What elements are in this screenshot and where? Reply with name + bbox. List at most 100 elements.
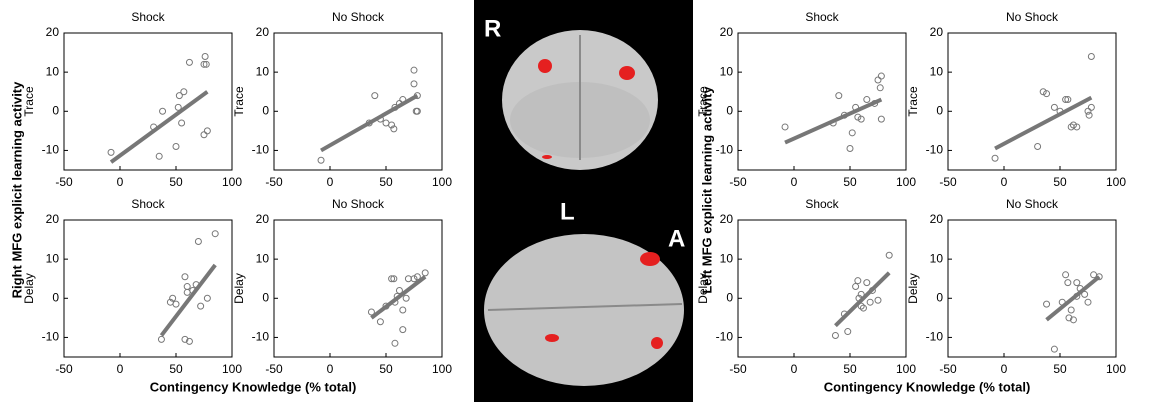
x-tick-label: 50 [1053,175,1067,189]
y-tick-label: -10 [926,143,944,157]
x-tick-label: 0 [117,362,124,376]
y-tick-label: 10 [256,251,270,265]
activation-blob [545,334,559,342]
point [396,287,402,293]
y-tick-label: 0 [262,290,269,304]
brain-image: R L A [474,0,693,402]
y-axis-label: Delay [906,273,920,304]
y-tick-label: 20 [720,25,734,39]
point [782,124,788,130]
panel-title: No Shock [332,197,385,211]
point [877,85,883,91]
x-tick-label: 50 [1053,362,1067,376]
point [392,340,398,346]
y-tick-label: 20 [256,212,270,226]
plot-frame [274,33,442,170]
point [845,329,851,335]
point [403,295,409,301]
x-tick-label: 100 [222,362,242,376]
point [175,104,181,110]
point [368,309,374,315]
y-tick-label: 20 [930,25,944,39]
y-tick-label: 0 [262,103,269,117]
plot-frame [64,220,232,357]
y-tick-label: -10 [42,143,60,157]
point [173,144,179,150]
point [878,73,884,79]
x-tick-label: 0 [327,362,334,376]
y-tick-label: -10 [716,330,734,344]
x-tick-label: 50 [379,175,393,189]
brain-label: A [668,225,685,252]
y-tick-label: 20 [720,212,734,226]
y-tick-label: 0 [52,103,59,117]
point [400,307,406,313]
group-x-label: Contingency Knowledge (% total) [150,379,357,394]
y-tick-label: 0 [936,290,943,304]
x-tick-label: 0 [327,175,334,189]
x-tick-label: 100 [1106,175,1126,189]
point [836,93,842,99]
plot-frame [274,220,442,357]
point [181,89,187,95]
x-tick-label: 50 [843,362,857,376]
fit-line [785,100,881,143]
point [411,81,417,87]
point [156,153,162,159]
y-tick-label: -10 [716,143,734,157]
point [201,132,207,138]
point [204,295,210,301]
point [383,120,389,126]
fit-line [1047,277,1100,320]
point [160,108,166,114]
y-tick-label: 10 [720,251,734,265]
x-tick-label: -50 [265,362,283,376]
point [1085,299,1091,305]
y-axis-label: Delay [696,273,710,304]
y-tick-label: -10 [252,330,270,344]
brain-label: R [484,15,501,42]
point [847,145,853,151]
y-tick-label: 10 [46,251,60,265]
group-x-label: Contingency Knowledge (% total) [824,379,1031,394]
point [184,284,190,290]
plot-frame [738,220,906,357]
point [875,77,881,83]
point [1074,280,1080,286]
x-tick-label: 50 [379,362,393,376]
point [184,289,190,295]
fit-line [371,277,425,318]
point [1063,272,1069,278]
point [1088,53,1094,59]
y-axis-label: Trace [22,86,36,117]
point [400,327,406,333]
point [318,157,324,163]
x-tick-label: -50 [939,175,957,189]
x-tick-label: -50 [729,175,747,189]
point [878,116,884,122]
point [1044,301,1050,307]
point [855,278,861,284]
point [1086,112,1092,118]
panel-title: No Shock [1006,197,1059,211]
x-tick-label: 100 [1106,362,1126,376]
y-axis-label: Trace [906,86,920,117]
x-tick-label: 0 [117,175,124,189]
point [108,149,114,155]
y-tick-label: 20 [46,25,60,39]
activation-blob [640,252,660,266]
point [867,299,873,305]
point [1051,346,1057,352]
point [411,67,417,73]
point [1091,272,1097,278]
x-tick-label: 0 [1001,175,1008,189]
x-tick-label: 50 [169,175,183,189]
point [195,239,201,245]
point [202,53,208,59]
y-axis-label: Trace [696,86,710,117]
y-tick-label: 10 [930,64,944,78]
point [1051,104,1057,110]
activation-blob [542,155,552,159]
x-tick-label: 100 [432,175,452,189]
point [1068,307,1074,313]
